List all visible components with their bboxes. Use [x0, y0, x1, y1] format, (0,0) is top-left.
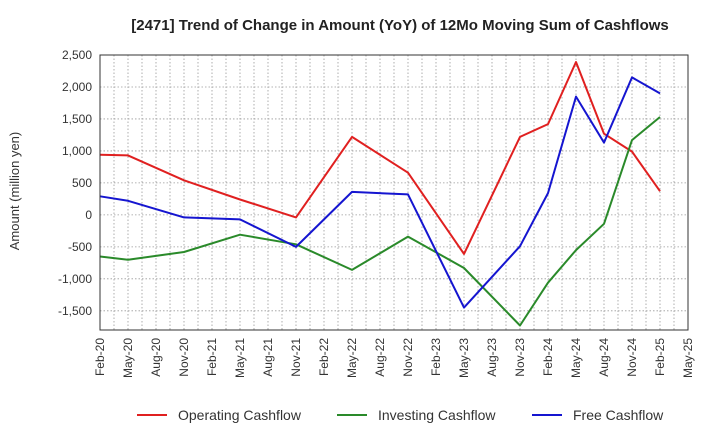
- x-tick-label: May-22: [345, 338, 359, 378]
- legend: Operating Cashflow Investing Cashflow Free…: [137, 407, 664, 423]
- series-line-operating-cashflow: [99, 61, 661, 255]
- plot-frame: [99, 54, 689, 331]
- y-tick-label: 2,500: [62, 48, 92, 62]
- chart-title: [2471] Trend of Change in Amount (YoY) o…: [131, 17, 669, 34]
- grid: [99, 54, 689, 330]
- y-tick-label: -1,000: [58, 272, 92, 286]
- x-tick-label: Aug-23: [485, 338, 499, 377]
- x-tick-label: May-23: [457, 338, 471, 378]
- y-tick-label: 0: [85, 208, 92, 222]
- x-tick-label: Feb-20: [93, 338, 107, 376]
- y-tick-label: 500: [72, 176, 92, 190]
- x-tick-label: Nov-20: [177, 338, 191, 377]
- x-tick-label: Feb-23: [429, 338, 443, 376]
- y-tick-label: 1,500: [62, 112, 92, 126]
- x-tick-label: Aug-21: [261, 338, 275, 377]
- x-tick-label: May-25: [681, 338, 695, 378]
- x-ticks: Feb-20 May-20 Aug-20 Nov-20 Feb-21 May-21 Aug-…: [93, 338, 695, 378]
- x-tick-label: Nov-23: [513, 338, 527, 377]
- x-tick-label: May-24: [569, 338, 583, 378]
- x-tick-label: May-20: [121, 338, 135, 378]
- x-tick-label: Feb-22: [317, 338, 331, 376]
- x-tick-label: Nov-21: [289, 338, 303, 377]
- x-tick-label: May-21: [233, 338, 247, 378]
- x-tick-label: Aug-20: [149, 338, 163, 377]
- x-tick-label: Feb-24: [541, 338, 555, 376]
- x-tick-label: Aug-24: [597, 338, 611, 377]
- x-tick-label: Nov-22: [401, 338, 415, 377]
- y-tick-label: -500: [68, 240, 92, 254]
- y-axis-label: Amount (million yen): [7, 132, 22, 251]
- y-tick-label: 1,000: [62, 144, 92, 158]
- legend-label: Investing Cashflow: [378, 407, 496, 423]
- x-tick-label: Feb-21: [205, 338, 219, 376]
- legend-label: Free Cashflow: [573, 407, 664, 423]
- series-line-free-cashflow: [99, 76, 661, 309]
- x-tick-label: Feb-25: [653, 338, 667, 376]
- legend-label: Operating Cashflow: [178, 407, 302, 423]
- y-tick-label: 2,000: [62, 80, 92, 94]
- y-tick-label: -1,500: [58, 304, 92, 318]
- y-ticks: 2,500 2,000 1,500 1,000 500 0 -500 -1,000 -1,500: [58, 48, 92, 318]
- x-tick-label: Nov-24: [625, 338, 639, 377]
- series-layer: [99, 61, 661, 327]
- x-tick-label: Aug-22: [373, 338, 387, 377]
